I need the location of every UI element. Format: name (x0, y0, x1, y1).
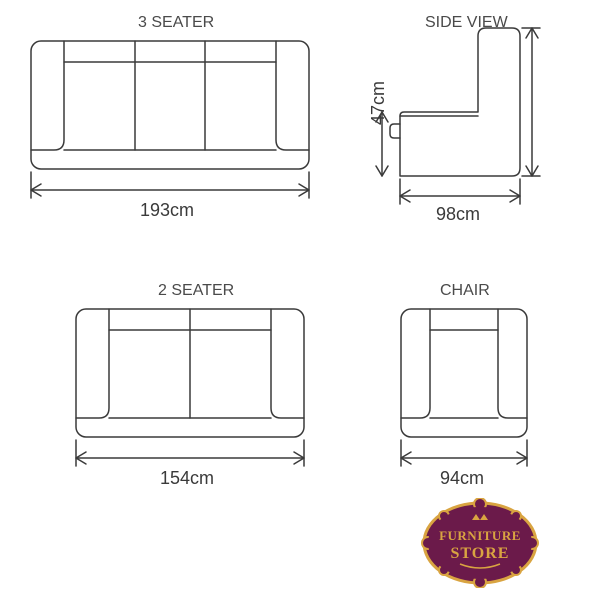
three-seater-drawing (30, 40, 310, 210)
three-seater-title: 3 SEATER (138, 14, 214, 32)
chair-drawing (400, 308, 530, 478)
furniture-store-logo-icon: FURNITURE STORE (420, 498, 540, 588)
two-seater-drawing (75, 308, 305, 478)
side-view-height-label: 47cm (368, 81, 389, 125)
side-view-drawing (372, 26, 557, 216)
two-seater-title: 2 SEATER (158, 282, 234, 300)
chair-width-label: 94cm (440, 468, 484, 489)
three-seater-width-label: 193cm (140, 200, 194, 221)
logo-line2: STORE (451, 545, 510, 562)
brand-logo: FURNITURE STORE (420, 498, 540, 588)
side-view-width-label: 98cm (436, 204, 480, 225)
dimension-diagram-stage: 3 SEATER 193cm SIDE VIEW (0, 0, 600, 600)
logo-line1: FURNITURE (439, 528, 521, 543)
two-seater-width-label: 154cm (160, 468, 214, 489)
chair-title: CHAIR (440, 282, 490, 300)
